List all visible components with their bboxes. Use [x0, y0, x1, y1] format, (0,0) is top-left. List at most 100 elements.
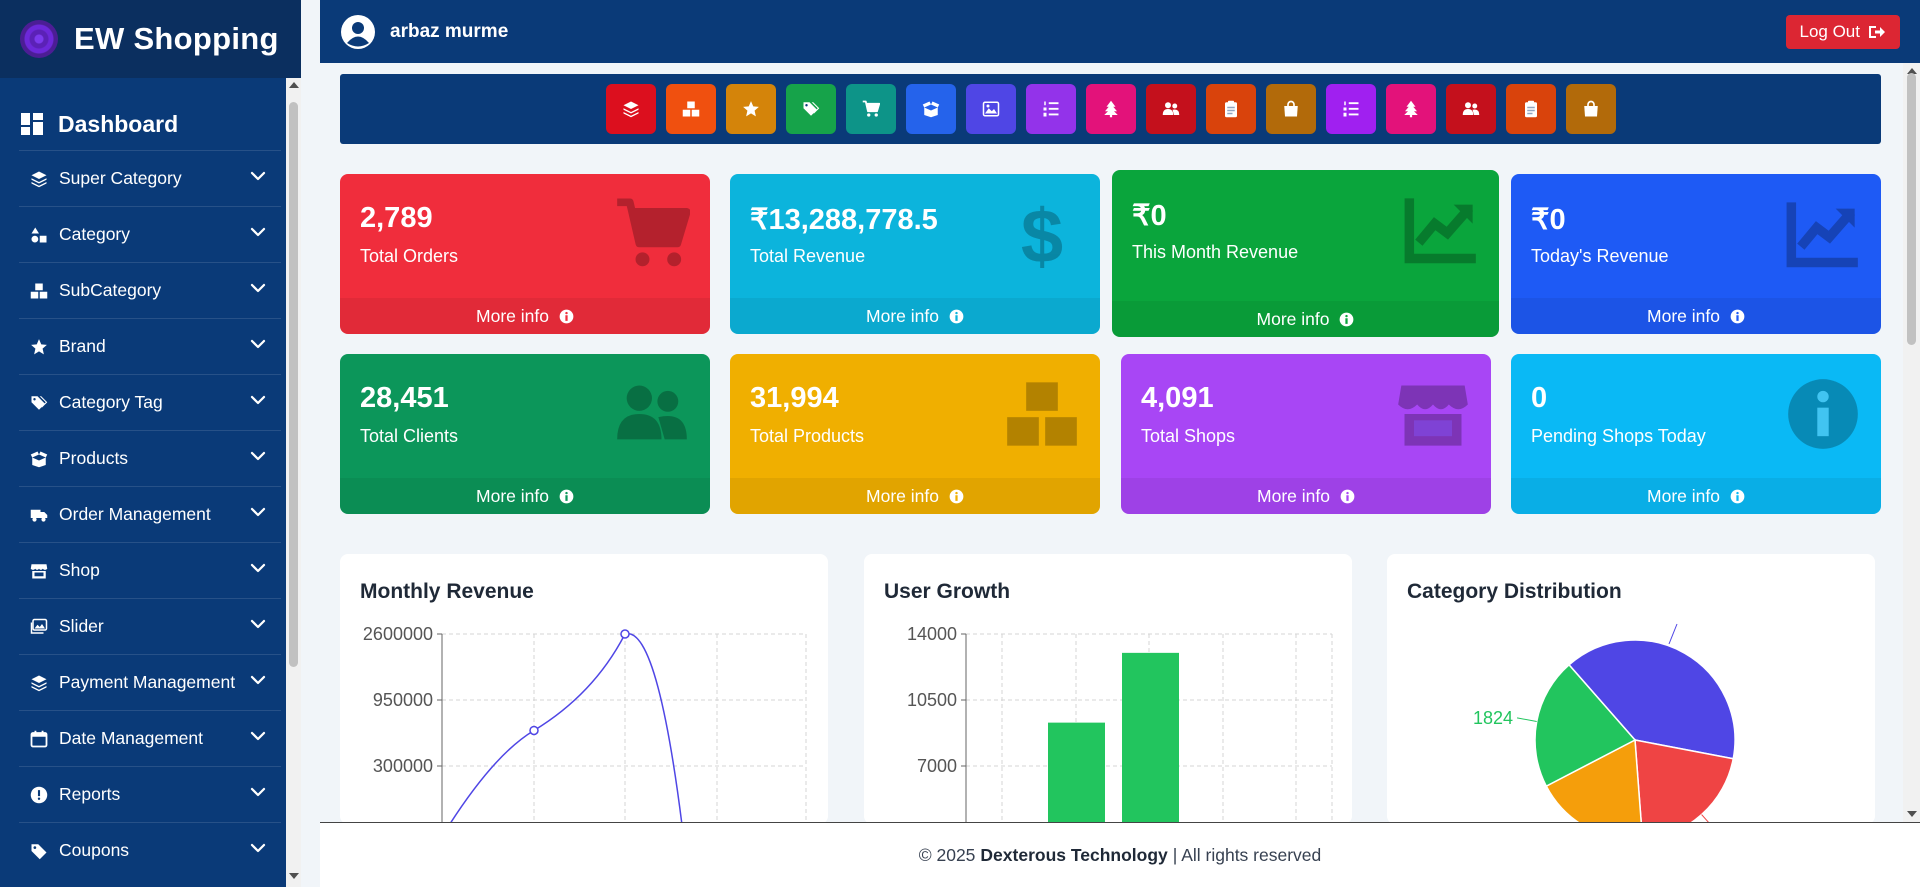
quick-action-button[interactable]: [1505, 84, 1556, 134]
chevron-down-icon-wrap[interactable]: [249, 783, 273, 806]
more-info-link[interactable]: More info: [1511, 478, 1881, 514]
scroll-thumb[interactable]: [1907, 73, 1916, 345]
chevron-down-icon-wrap[interactable]: [249, 447, 273, 470]
scroll-thumb[interactable]: [289, 102, 298, 667]
brand-header[interactable]: EW Shopping: [0, 0, 301, 78]
bar[interactable]: [1048, 722, 1105, 824]
chevron-down-icon-wrap[interactable]: [249, 671, 273, 694]
sidebar-item-slider[interactable]: Slider: [19, 598, 281, 654]
cubes-icon: [30, 283, 48, 298]
logout-label: Log Out: [1799, 22, 1861, 41]
bar[interactable]: [1122, 652, 1179, 824]
chevron-down-icon-wrap[interactable]: [249, 615, 273, 638]
quick-action-button[interactable]: [845, 84, 896, 134]
sidebar-item-label: Shop: [59, 560, 100, 580]
sidebar-item-products[interactable]: Products: [19, 430, 281, 486]
sidebar-item-payment-management[interactable]: Payment Management: [19, 654, 281, 710]
quick-action-button[interactable]: [1025, 84, 1076, 134]
sidebar-item-order-management[interactable]: Order Management: [19, 486, 281, 542]
sidebar-item-date-management[interactable]: Date Management: [19, 710, 281, 766]
chevron-down-icon-wrap[interactable]: [249, 335, 273, 358]
scroll-down-arrow[interactable]: [1907, 811, 1917, 817]
sidebar-item-icon: [29, 617, 49, 637]
sidebar-item-category-tag[interactable]: Category Tag: [19, 374, 281, 430]
stat-card: 28,451 Total Clients More info: [340, 354, 710, 514]
users-icon: [617, 385, 687, 440]
layers-icon: [31, 675, 47, 691]
quick-action-button[interactable]: [785, 84, 836, 134]
quick-action-button[interactable]: [665, 84, 716, 134]
more-info-link[interactable]: More info: [1112, 301, 1499, 337]
sidebar-item-coupons[interactable]: Coupons: [19, 822, 281, 878]
scroll-down-arrow[interactable]: [289, 873, 299, 879]
sidebar-item-subcategory[interactable]: SubCategory: [19, 262, 281, 318]
scroll-up-arrow[interactable]: [289, 82, 299, 88]
logout-button[interactable]: Log Out: [1785, 15, 1900, 49]
stat-label: Total Revenue: [750, 246, 866, 266]
quick-action-button[interactable]: [1445, 84, 1496, 134]
star-icon: [742, 101, 759, 117]
quick-action-button[interactable]: [1205, 84, 1256, 134]
pie-slice[interactable]: [1634, 739, 1735, 824]
list-ol-icon: [1343, 101, 1358, 117]
chevron-down-icon-wrap[interactable]: [249, 223, 273, 246]
quick-action-button[interactable]: [1145, 84, 1196, 134]
quick-action-button[interactable]: [1385, 84, 1436, 134]
data-point[interactable]: [620, 629, 630, 639]
user-avatar-icon[interactable]: [340, 14, 376, 50]
chevron-down-icon-wrap[interactable]: [249, 391, 273, 414]
more-info-link[interactable]: More info: [730, 478, 1100, 514]
box-open-icon: [922, 101, 939, 118]
chevron-down-icon-wrap[interactable]: [249, 503, 273, 526]
more-info-label: More info: [1647, 485, 1720, 506]
quick-actions-bar: [340, 74, 1881, 144]
stat-card: ₹0 Today's Revenue More info: [1511, 174, 1881, 334]
stat-value: ₹0: [1531, 204, 1566, 236]
scroll-up-arrow[interactable]: [1907, 68, 1917, 74]
quick-action-button[interactable]: [905, 84, 956, 134]
quick-action-button[interactable]: [1265, 84, 1316, 134]
truck-icon: [30, 509, 48, 522]
data-point[interactable]: [529, 725, 539, 736]
sidebar-item-label: Order Management: [59, 504, 211, 524]
chevron-down-icon-wrap[interactable]: [249, 559, 273, 582]
layers-icon: [623, 101, 638, 118]
stat-value: ₹0: [1132, 200, 1167, 232]
more-info-link[interactable]: More info: [340, 298, 710, 334]
sidebar-item-dashboard[interactable]: Dashboard: [20, 98, 280, 150]
quick-action-button[interactable]: [1085, 84, 1136, 134]
sidebar-item-icon: [29, 225, 49, 245]
footer-company-link[interactable]: Dexterous Technology: [980, 844, 1168, 865]
info-circle-icon: [949, 489, 964, 503]
more-info-link[interactable]: More info: [340, 478, 710, 514]
sidebar-item-brand[interactable]: Brand: [19, 318, 281, 374]
sidebar-item-label: Dashboard: [58, 110, 179, 137]
sidebar-item-super-category[interactable]: Super Category: [19, 150, 281, 206]
chevron-down-icon-wrap[interactable]: [249, 839, 273, 862]
quick-action-button[interactable]: [725, 84, 776, 134]
store-icon: [1398, 385, 1468, 446]
sidebar-item-shop[interactable]: Shop: [19, 542, 281, 598]
sidebar-item-category[interactable]: Category: [19, 206, 281, 262]
more-info-link[interactable]: More info: [1121, 478, 1491, 514]
more-info-label: More info: [866, 305, 939, 326]
main-scrollbar[interactable]: [1903, 63, 1920, 823]
chevron-down-icon-wrap[interactable]: [249, 727, 273, 750]
more-info-link[interactable]: More info: [730, 298, 1100, 334]
more-info-label: More info: [1256, 308, 1330, 329]
quick-action-button[interactable]: [605, 84, 656, 134]
sidebar-item-icon: [29, 337, 49, 357]
alert-circle-icon: [30, 786, 48, 803]
y-tick-label: 10500: [907, 690, 957, 710]
quick-action-button[interactable]: [1565, 84, 1616, 134]
chevron-down-icon-wrap[interactable]: [249, 279, 273, 302]
info-circle-icon: [1340, 312, 1354, 326]
quick-action-button[interactable]: [965, 84, 1016, 134]
quick-action-button[interactable]: [1325, 84, 1376, 134]
chevron-down-icon-wrap[interactable]: [249, 167, 273, 190]
pie-slice[interactable]: [1568, 639, 1736, 760]
sidebar-scrollbar[interactable]: [286, 78, 301, 887]
pie-slice[interactable]: [1545, 738, 1643, 824]
more-info-link[interactable]: More info: [1511, 298, 1881, 334]
sidebar-item-reports[interactable]: Reports: [19, 766, 281, 822]
